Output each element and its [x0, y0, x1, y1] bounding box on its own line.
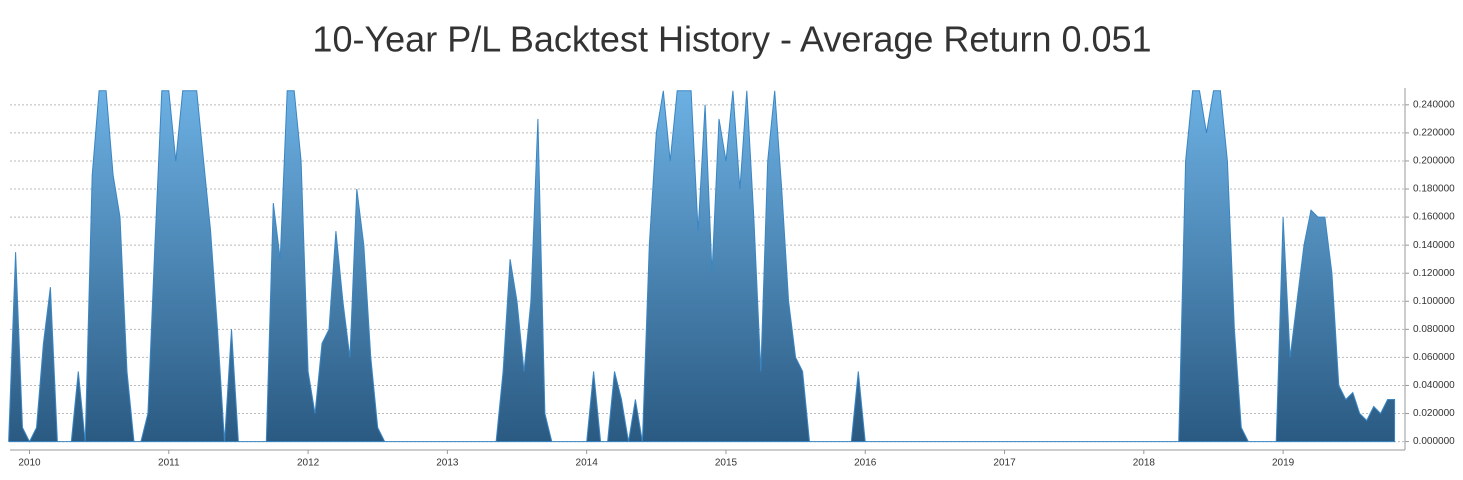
y-tick-label: 0.220000 [1413, 128, 1455, 139]
x-tick-label: 2019 [1272, 458, 1295, 469]
chart-title: 10-Year P/L Backtest History - Average R… [312, 19, 1151, 60]
x-tick-label: 2014 [576, 458, 599, 469]
x-tick-label: 2016 [854, 458, 877, 469]
x-tick-label: 2012 [297, 458, 320, 469]
y-tick-label: 0.120000 [1413, 268, 1455, 279]
y-tick-label: 0.180000 [1413, 184, 1455, 195]
area [8, 90, 1396, 443]
y-tick-label: 0.240000 [1413, 99, 1455, 110]
y-tick-label: 0.140000 [1413, 240, 1455, 251]
x-tick-label: 2018 [1133, 458, 1156, 469]
x-tick-label: 2015 [715, 458, 738, 469]
y-tick-label: 0.000000 [1413, 436, 1455, 447]
y-tick-label: 0.080000 [1413, 324, 1455, 335]
x-tick-label: 2017 [993, 458, 1016, 469]
y-tick-label: 0.020000 [1413, 408, 1455, 419]
y-tick-label: 0.160000 [1413, 212, 1455, 223]
y-tick-label: 0.100000 [1413, 296, 1455, 307]
y-tick-label: 0.060000 [1413, 352, 1455, 363]
x-tick-label: 2010 [18, 458, 41, 469]
y-tick-label: 0.040000 [1413, 380, 1455, 391]
x-tick-label: 2013 [436, 458, 459, 469]
x-tick-label: 2011 [158, 458, 180, 469]
y-tick-label: 0.200000 [1413, 156, 1455, 167]
